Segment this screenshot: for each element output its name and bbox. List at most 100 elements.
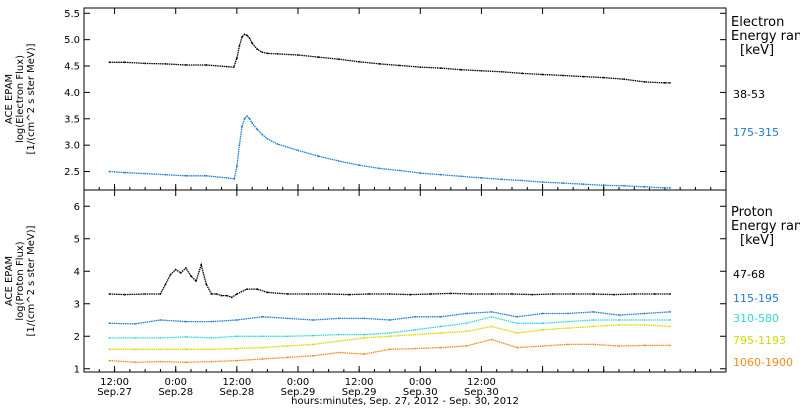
electron-legend-title-2: Energy ran — [731, 29, 800, 44]
electron-point — [108, 61, 111, 64]
proton-point — [230, 296, 233, 299]
proton-point — [414, 333, 417, 336]
electron-point — [664, 82, 666, 84]
proton-point — [185, 361, 187, 364]
proton-point — [144, 293, 147, 295]
electron-point — [241, 36, 243, 38]
x-tick-date-label: Sep.28 — [219, 387, 254, 398]
electron-point — [562, 74, 564, 77]
proton-point — [210, 293, 213, 295]
x-axis: 12:00Sep.270:00Sep.2812:00Sep.280:00Sep.… — [83, 8, 727, 398]
electron-point — [266, 52, 269, 55]
electron-point — [419, 172, 422, 175]
x-tick-time-label: 0:00 — [164, 377, 186, 388]
electron-point — [238, 144, 241, 147]
proton-point — [286, 345, 289, 347]
electron-point — [643, 81, 646, 83]
proton-point — [388, 332, 391, 334]
electron-legend-entry-2: 175-315 — [733, 126, 779, 139]
electron-ytick-label: 5.5 — [64, 9, 80, 20]
electron-point — [500, 178, 503, 181]
proton-point — [465, 312, 467, 315]
proton-point — [490, 315, 493, 318]
electron-point — [164, 63, 167, 65]
proton-point — [134, 337, 136, 339]
proton-point — [286, 317, 289, 320]
proton-point — [592, 325, 595, 328]
proton-point — [541, 312, 544, 315]
electron-ytick-label: 4.5 — [64, 62, 80, 73]
electron-point — [562, 182, 564, 185]
proton-point — [613, 293, 615, 296]
proton-point — [307, 293, 310, 295]
proton-point — [567, 312, 569, 315]
proton-point — [108, 348, 111, 351]
proton-point — [531, 293, 534, 296]
electron-ylabel-line-1: ACE EPAM — [4, 74, 15, 124]
electron-point — [317, 155, 320, 158]
proton-point — [490, 311, 493, 313]
proton-series-group — [108, 262, 671, 364]
electron-point — [276, 143, 279, 146]
x-tick-time-label: 12:00 — [345, 377, 374, 388]
electron-point — [185, 174, 187, 177]
electron-point — [241, 125, 243, 128]
electron-point — [225, 65, 228, 68]
proton-series-line-2 — [109, 311, 671, 325]
proton-point — [541, 328, 544, 331]
proton-point — [348, 293, 350, 296]
electron-point — [246, 34, 248, 37]
proton-point — [490, 338, 493, 341]
proton-point — [210, 360, 213, 363]
proton-point — [388, 319, 391, 321]
proton-point — [312, 334, 315, 337]
proton-point — [368, 293, 371, 295]
electron-point — [144, 62, 147, 65]
proton-point — [236, 359, 238, 362]
electron-legend-title-3: [keV] — [740, 43, 774, 58]
proton-point — [312, 319, 315, 321]
x-axis-title: hours:minutes, Sep. 27, 2012 - Sep. 30, … — [291, 396, 519, 407]
proton-point — [363, 337, 366, 339]
proton-point — [195, 280, 198, 282]
proton-ytick-label: 3 — [74, 299, 80, 310]
proton-point — [618, 345, 620, 347]
electron-point — [256, 128, 259, 131]
proton-point — [134, 361, 136, 364]
electron-point — [251, 42, 254, 45]
proton-legend-title-1: Proton — [731, 205, 773, 220]
proton-legend-title-2: Energy ran — [731, 219, 800, 234]
proton-point — [261, 315, 264, 318]
proton-series-line-5 — [109, 338, 670, 363]
electron-point — [232, 66, 235, 68]
proton-point — [261, 358, 264, 360]
electron-point — [297, 54, 299, 56]
electron-series-line-2 — [109, 115, 670, 189]
proton-point — [159, 337, 162, 339]
electron-series-line-1 — [109, 33, 670, 84]
x-tick-date-label: Sep.30 — [403, 387, 438, 398]
proton-point — [516, 346, 518, 349]
electron-point — [266, 137, 269, 140]
electron-point — [460, 175, 462, 178]
proton-point — [236, 347, 238, 350]
electron-point — [419, 66, 422, 68]
proton-point — [185, 336, 187, 338]
proton-point — [337, 317, 340, 320]
electron-ytick-label: 2.5 — [64, 167, 80, 178]
electron-point — [669, 187, 671, 189]
proton-point — [439, 315, 442, 318]
electron-point — [439, 173, 442, 176]
electron-ytick-label: 4.0 — [64, 88, 80, 99]
proton-point — [516, 332, 518, 334]
x-tick-time-label: 12:00 — [467, 377, 496, 388]
proton-point — [516, 315, 518, 318]
x-tick-date-label: Sep.28 — [158, 387, 193, 398]
electron-point — [248, 117, 251, 120]
electron-ylabel-line-2: log(Electron Flux) — [15, 55, 26, 143]
proton-point — [633, 293, 636, 295]
proton-point — [643, 324, 646, 326]
proton-point — [363, 317, 366, 320]
electron-point — [317, 56, 320, 58]
proton-point — [123, 293, 126, 296]
